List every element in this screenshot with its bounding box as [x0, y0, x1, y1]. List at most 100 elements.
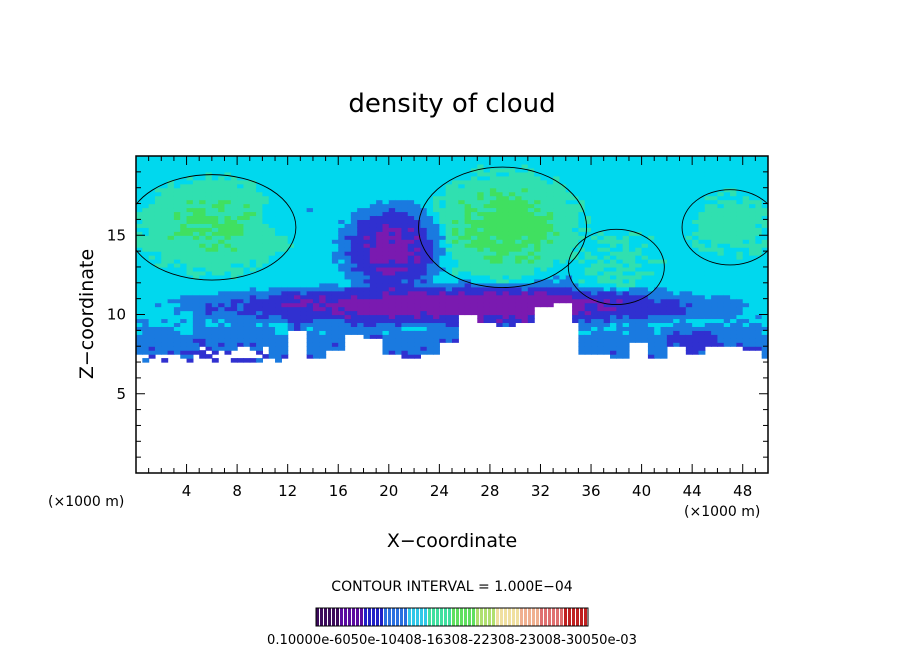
cloud-cell — [192, 310, 200, 316]
cloud-cell — [205, 223, 213, 228]
cloud-cell — [275, 187, 282, 193]
cloud-cell — [742, 255, 750, 260]
cloud-cell — [426, 211, 434, 217]
cloud-cell — [603, 306, 611, 312]
cloud-cell — [249, 247, 257, 252]
cloud-cell — [553, 207, 561, 213]
cloud-cell — [591, 175, 598, 181]
cloud-cell — [350, 171, 358, 177]
cloud-cell — [673, 298, 681, 304]
cloud-cell — [230, 251, 238, 256]
cloud-cell — [142, 191, 150, 197]
cloud-cell — [180, 259, 188, 264]
cloud-cell — [281, 219, 289, 224]
cloud-cell — [319, 290, 327, 296]
cloud-cell — [230, 199, 238, 205]
cloud-cell — [578, 270, 586, 276]
cloud-cell — [742, 191, 750, 197]
cloud-cell — [452, 243, 459, 248]
cloud-cell — [256, 219, 263, 224]
cloud-cell — [249, 290, 257, 296]
cloud-cell — [382, 251, 390, 256]
cloud-cell — [635, 302, 643, 308]
cloud-cell — [742, 270, 750, 276]
cloud-cell — [666, 310, 674, 316]
cloud-cell — [540, 247, 548, 252]
cloud-cell — [256, 294, 263, 300]
cloud-cell — [306, 298, 314, 304]
cloud-cell — [218, 223, 226, 228]
cloud-cell — [521, 243, 529, 248]
cloud-cell — [414, 231, 421, 236]
cloud-cell — [692, 247, 700, 252]
cloud-cell — [502, 247, 510, 252]
cloud-cell — [294, 159, 301, 165]
cloud-cell — [439, 159, 447, 165]
cloud-cell — [445, 195, 453, 201]
cloud-cell — [685, 314, 693, 320]
cloud-cell — [647, 310, 655, 316]
cloud-cell — [483, 175, 491, 181]
cloud-cell — [350, 282, 358, 288]
cloud-cell — [414, 342, 421, 347]
cloud-cell — [496, 203, 504, 209]
cloud-cell — [654, 282, 662, 288]
cloud-cell — [186, 239, 194, 244]
cloud-cell — [262, 338, 270, 343]
cloud-cell — [306, 219, 314, 224]
cloud-cell — [692, 318, 700, 324]
cloud-cell — [749, 318, 756, 324]
cloud-cell — [205, 175, 213, 181]
cloud-cell — [376, 314, 384, 320]
cloud-cell — [660, 314, 668, 320]
cloud-cell — [439, 298, 447, 304]
cloud-cell — [338, 310, 346, 316]
cloud-cell — [742, 215, 750, 220]
cloud-cell — [679, 290, 687, 296]
cloud-cell — [237, 167, 245, 173]
cloud-cell — [230, 171, 238, 177]
cloud-cell — [742, 342, 750, 347]
cloud-cell — [211, 350, 219, 355]
cloud-cell — [205, 270, 213, 276]
cloud-cell — [679, 255, 687, 260]
cloud-cell — [325, 318, 333, 324]
cloud-cell — [647, 270, 655, 276]
cloud-cell — [218, 334, 226, 339]
cloud-cell — [180, 314, 188, 320]
cloud-cell — [591, 223, 598, 228]
cloud-cell — [294, 211, 301, 217]
cloud-cell — [211, 219, 219, 224]
cloud-cell — [357, 231, 365, 236]
cloud-cell — [173, 203, 181, 209]
cloud-cell — [559, 235, 567, 240]
cloud-cell — [287, 167, 295, 173]
cloud-cell — [755, 247, 763, 252]
cloud-cell — [470, 175, 478, 181]
cloud-cell — [224, 227, 232, 232]
cloud-cell — [262, 179, 270, 185]
cloud-cell — [167, 255, 175, 260]
cloud-cell — [458, 175, 466, 181]
cloud-cell — [730, 207, 737, 213]
cloud-cell — [369, 310, 377, 316]
cloud-cell — [357, 274, 365, 280]
cloud-cell — [673, 278, 681, 284]
cloud-cell — [660, 179, 668, 185]
cloud-cell — [230, 346, 238, 351]
cloud-cell — [515, 183, 523, 189]
cloud-cell — [154, 350, 162, 355]
cloud-cell — [736, 314, 744, 320]
cloud-cell — [154, 219, 162, 224]
cloud-cell — [502, 199, 510, 205]
cloud-cell — [300, 195, 308, 201]
cloud-cell — [439, 219, 447, 224]
cloud-cell — [148, 163, 156, 169]
cloud-cell — [167, 187, 175, 193]
cloud-cell — [167, 179, 175, 185]
cloud-cell — [275, 179, 282, 185]
cloud-cell — [369, 199, 377, 205]
cloud-cell — [452, 231, 459, 236]
cloud-cell — [515, 294, 523, 300]
cloud-cell — [205, 156, 213, 161]
